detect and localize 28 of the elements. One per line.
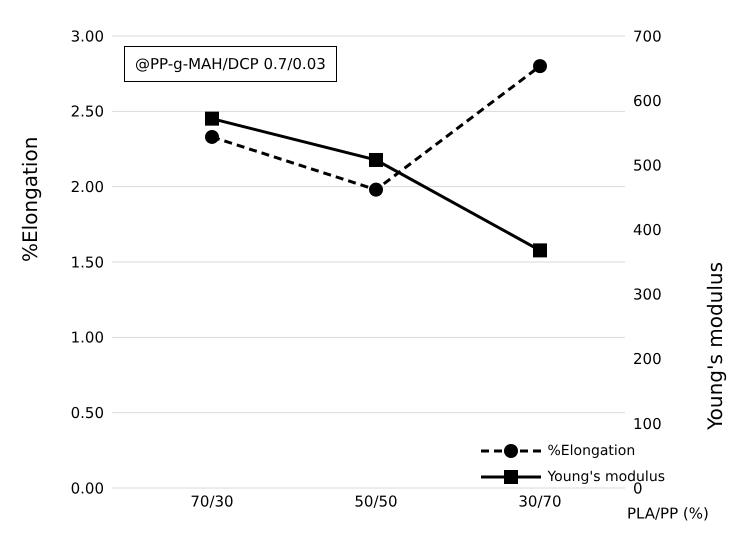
- y-tick-label: 1.50: [70, 253, 104, 272]
- point: [205, 130, 219, 144]
- legend-label: %Elongation: [547, 443, 636, 459]
- y-tick-label: 2.50: [70, 102, 104, 121]
- y-tick-label: 1.00: [70, 328, 104, 347]
- point: [369, 152, 383, 167]
- point: [533, 59, 547, 74]
- x-tick-label: 70/30: [190, 492, 234, 511]
- point: [205, 112, 219, 126]
- y-tick-label: 2.00: [70, 178, 104, 196]
- x-tick-label: 30/70: [518, 492, 562, 511]
- point: [369, 182, 383, 197]
- x-tick-label: 50/50: [354, 492, 398, 511]
- annotation: @PP-g-MAH/DCP 0.7/0.03: [124, 46, 337, 82]
- y-axis-title: %Elongation: [18, 136, 42, 262]
- y-tick-label: 0.00: [70, 479, 104, 498]
- y2-tick-label: 700: [633, 27, 662, 46]
- y2-tick-label: 600: [633, 92, 662, 110]
- point: [533, 243, 547, 258]
- y2-axis-title: Young's modulus: [703, 262, 728, 431]
- x-axis-title: PLA/PP (%): [627, 504, 709, 522]
- y2-tick-label: 500: [633, 156, 662, 174]
- y2-tick-label: 300: [633, 286, 662, 304]
- y-tick-label: 3.00: [70, 27, 104, 46]
- y-tick-label: 0.50: [70, 404, 104, 422]
- y2-tick-label: 100: [633, 414, 662, 433]
- y2-tick-label: 400: [633, 221, 662, 240]
- y2-tick-label: 200: [633, 350, 662, 368]
